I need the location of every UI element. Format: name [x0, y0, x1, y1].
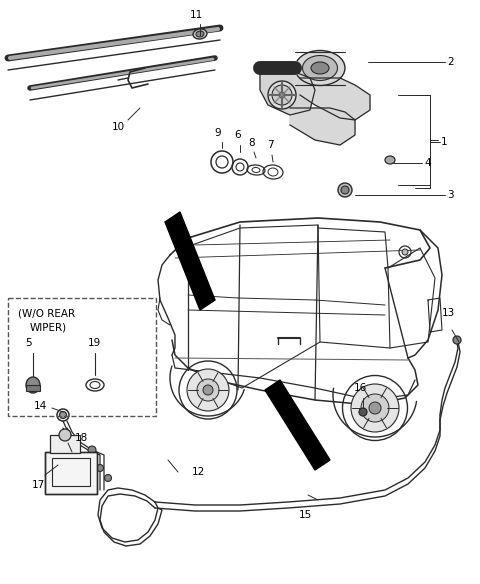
Ellipse shape — [359, 408, 367, 416]
Polygon shape — [265, 380, 330, 470]
Polygon shape — [290, 108, 355, 145]
Text: 2: 2 — [447, 57, 454, 67]
Text: 6: 6 — [235, 130, 241, 140]
Text: 8: 8 — [249, 138, 255, 148]
Ellipse shape — [311, 62, 329, 74]
Text: 18: 18 — [75, 433, 88, 443]
Text: 14: 14 — [34, 401, 47, 411]
Ellipse shape — [402, 249, 408, 255]
Text: 10: 10 — [111, 122, 125, 132]
Ellipse shape — [187, 369, 229, 411]
Ellipse shape — [60, 412, 67, 419]
Ellipse shape — [26, 377, 40, 393]
Ellipse shape — [338, 183, 352, 197]
Ellipse shape — [361, 394, 389, 422]
Text: 3: 3 — [447, 190, 454, 200]
Polygon shape — [300, 78, 370, 120]
Ellipse shape — [369, 402, 381, 414]
Ellipse shape — [453, 336, 461, 344]
Text: 9: 9 — [215, 128, 221, 138]
Ellipse shape — [385, 156, 395, 164]
Ellipse shape — [351, 384, 399, 432]
Ellipse shape — [105, 474, 111, 481]
Bar — [8, 298, 156, 416]
Ellipse shape — [268, 81, 296, 109]
Ellipse shape — [295, 50, 345, 85]
Text: 5: 5 — [25, 338, 32, 348]
Bar — [45, 452, 97, 494]
Ellipse shape — [197, 379, 219, 401]
Ellipse shape — [59, 429, 71, 441]
Text: 19: 19 — [88, 338, 101, 348]
Ellipse shape — [96, 464, 104, 471]
Text: 1: 1 — [441, 137, 448, 147]
Text: (W/O REAR: (W/O REAR — [18, 308, 75, 318]
Bar — [45, 452, 97, 494]
Ellipse shape — [341, 186, 349, 194]
Text: 4: 4 — [424, 158, 431, 168]
Text: 7: 7 — [267, 140, 273, 150]
Text: 13: 13 — [442, 308, 455, 318]
Text: 12: 12 — [192, 467, 205, 477]
Text: 11: 11 — [190, 10, 203, 20]
Bar — [26, 385, 40, 391]
Ellipse shape — [88, 446, 96, 454]
Ellipse shape — [302, 55, 337, 81]
Text: 16: 16 — [353, 383, 367, 393]
Polygon shape — [260, 68, 315, 115]
Ellipse shape — [193, 29, 207, 39]
Text: 17: 17 — [31, 480, 45, 490]
Bar — [52, 458, 90, 486]
Ellipse shape — [203, 385, 213, 395]
Bar — [50, 435, 80, 453]
Ellipse shape — [196, 31, 204, 37]
Text: 15: 15 — [299, 510, 312, 520]
Text: WIPER): WIPER) — [30, 322, 67, 332]
Ellipse shape — [279, 92, 285, 98]
Polygon shape — [165, 212, 215, 310]
Ellipse shape — [272, 85, 292, 105]
